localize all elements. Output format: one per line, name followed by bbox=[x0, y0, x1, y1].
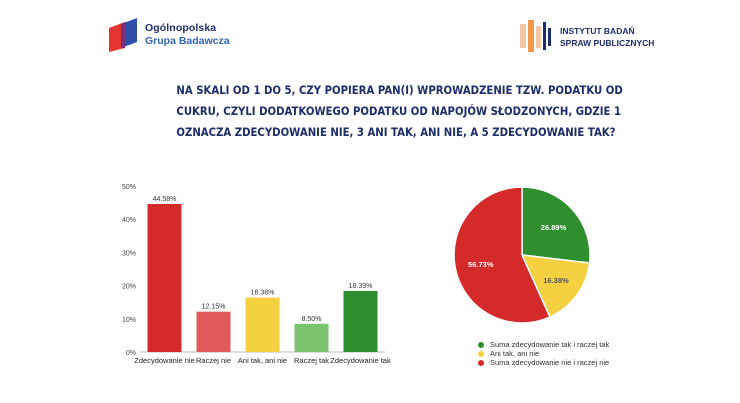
y-tick-label: 40% bbox=[122, 217, 136, 224]
ibsp-logo-icon bbox=[520, 20, 551, 52]
pie-slice bbox=[453, 186, 551, 324]
pie-value-label: 16.38% bbox=[543, 276, 569, 285]
bar bbox=[245, 297, 280, 352]
bar bbox=[343, 290, 378, 352]
legend-label: Ani tak, ani nie bbox=[490, 349, 540, 358]
ibsp-logo-line2: SPRAW PUBLICZNYCH bbox=[560, 38, 655, 48]
legend-item: Suma zdecydowanie tak i raczej tak bbox=[478, 340, 609, 349]
pie-value-label: 56.73% bbox=[468, 260, 494, 269]
y-tick-label: 10% bbox=[122, 317, 136, 324]
instytut-badan-spraw-publicznych-logo: INSTYTUT BADAŃ SPRAW PUBLICZNYCH bbox=[520, 20, 660, 54]
ogb-logo-icon bbox=[109, 18, 137, 52]
question-line: NA SKALI OD 1 DO 5, CZY POPIERA PAN(I) W… bbox=[176, 83, 623, 97]
bar bbox=[294, 323, 329, 352]
bar-value-label: 12.15% bbox=[202, 304, 226, 311]
x-category-label: Raczej nie bbox=[196, 356, 231, 365]
bar-value-label: 18.39% bbox=[349, 283, 373, 290]
bar-value-label: 8.50% bbox=[302, 316, 322, 323]
ogb-logo-line1: Ogólnopolska bbox=[145, 22, 217, 34]
bar-chart: 0% 10% 20% 30% 40% 50% 44.58% Zdecydowanie nie 1… bbox=[122, 184, 391, 365]
bar bbox=[147, 203, 182, 352]
x-category-label: Zdecydowanie nie bbox=[134, 356, 194, 365]
y-tick-label: 0% bbox=[126, 350, 136, 357]
pie-slice bbox=[521, 186, 591, 264]
legend-swatch bbox=[478, 341, 484, 348]
ogolnopolska-grupa-badawcza-logo: Ogólnopolska Grupa Badawcza bbox=[107, 18, 237, 54]
ogb-logo-line2: Grupa Badawcza bbox=[145, 35, 230, 47]
legend-swatch bbox=[478, 359, 484, 366]
legend-item: Suma zdecydowanie nie i raczej nie bbox=[478, 358, 609, 367]
legend-label: Suma zdecydowanie nie i raczej nie bbox=[490, 358, 610, 367]
pie-chart: 26.89% 16.38% 56.73% bbox=[453, 186, 591, 324]
ibsp-logo-line1: INSTYTUT BADAŃ bbox=[560, 26, 635, 36]
x-category-label: Ani tak, ani nie bbox=[238, 356, 287, 365]
x-category-label: Zdecydowanie tak bbox=[330, 356, 391, 365]
bar-value-label: 44.58% bbox=[153, 196, 177, 203]
legend-label: Suma zdecydowanie tak i raczej tak bbox=[490, 340, 610, 349]
question-line: OZNACZA ZDECYDOWANIE NIE, 3 ANI TAK, ANI… bbox=[176, 125, 616, 139]
bar-value-label: 16.38% bbox=[251, 290, 275, 297]
survey-question: NA SKALI OD 1 DO 5, CZY POPIERA PAN(I) W… bbox=[176, 80, 623, 143]
y-tick-label: 30% bbox=[122, 250, 136, 257]
legend-swatch bbox=[478, 350, 484, 357]
pie-value-label: 26.89% bbox=[541, 223, 567, 232]
pie-slice bbox=[520, 254, 591, 319]
bar bbox=[196, 311, 231, 352]
legend-item: Ani tak, ani nie bbox=[478, 349, 609, 358]
question-line: CUKRU, CZYLI DODATKOWEGO PODATKU OD NAPO… bbox=[176, 104, 621, 118]
x-category-label: Raczej tak bbox=[294, 356, 329, 365]
y-tick-label: 50% bbox=[122, 184, 136, 191]
y-tick-label: 20% bbox=[122, 284, 136, 291]
pie-legend: Suma zdecydowanie tak i raczej tak Ani t… bbox=[478, 340, 609, 367]
